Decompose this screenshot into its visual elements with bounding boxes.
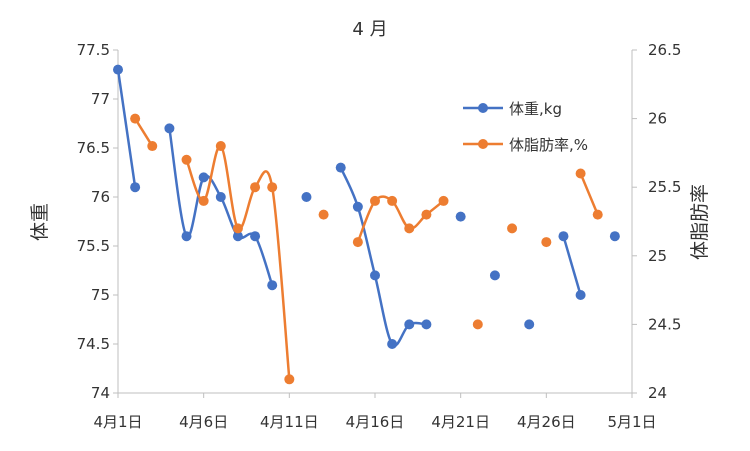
- data-point: [438, 195, 449, 206]
- data-point: [215, 141, 226, 152]
- legend: 体重,kg 体脂肪率,%: [463, 100, 588, 154]
- x-tick-label: 4月26日: [517, 413, 576, 431]
- data-point: [370, 195, 380, 206]
- data-point: [232, 223, 243, 234]
- data-point: [284, 374, 295, 385]
- y-tick-label: 75: [91, 286, 110, 304]
- data-point: [335, 162, 346, 173]
- x-tick-labels: 4月1日 4月6日 4月11日 4月16日 4月21日 4月26日 5月1日: [93, 393, 657, 431]
- data-point: [541, 237, 552, 248]
- data-point: [609, 231, 620, 242]
- data-point: [370, 270, 380, 281]
- data-point: [267, 280, 278, 291]
- data-point: [387, 339, 398, 349]
- y-tick-label: 77: [91, 90, 110, 108]
- data-point: [592, 209, 603, 220]
- data-point: [352, 201, 363, 212]
- y2-tick-label: 24.5: [648, 315, 681, 333]
- x-tick-label: 4月1日: [93, 413, 142, 431]
- data-point: [352, 237, 363, 248]
- data-point: [455, 211, 466, 222]
- x-tick-label: 4月11日: [260, 413, 319, 431]
- data-point: [472, 319, 483, 330]
- data-point: [404, 319, 415, 330]
- data-point: [113, 64, 123, 75]
- data-point: [507, 223, 518, 234]
- y-tick-label: 75.5: [77, 237, 110, 255]
- data-point: [489, 270, 500, 281]
- series-line: [116, 69, 137, 188]
- data-point: [181, 231, 192, 242]
- plot-area: [113, 64, 620, 385]
- series-line: [168, 128, 274, 286]
- x-tick-label: 4月6日: [179, 413, 228, 431]
- y-tick-label: 74: [91, 384, 110, 402]
- data-point: [421, 319, 432, 330]
- x-tick-label: 5月1日: [607, 413, 656, 431]
- y-tick-label: 77.5: [77, 41, 110, 59]
- x-tick-label: 4月21日: [431, 413, 490, 431]
- data-point: [267, 182, 278, 193]
- data-point: [181, 154, 192, 165]
- series-line: [339, 167, 427, 347]
- legend-marker: [478, 103, 488, 113]
- y2-tick-label: 26.5: [648, 41, 681, 59]
- y-tick-labels: 74 74.5 75 75.5 76 76.5 77 77.5: [77, 41, 118, 402]
- chart-title: 4 月: [352, 19, 387, 40]
- data-point: [575, 168, 586, 179]
- y2-tick-label: 24: [648, 384, 667, 402]
- data-point: [198, 172, 209, 183]
- data-point: [147, 141, 158, 152]
- y2-tick-label: 25.5: [648, 178, 681, 196]
- y-tick-label: 76.5: [77, 139, 110, 157]
- data-point: [318, 209, 329, 220]
- legend-label: 体脂肪率,%: [509, 136, 588, 154]
- data-point: [164, 123, 175, 134]
- data-point: [130, 113, 141, 124]
- y-axis-title: 体重: [29, 203, 51, 241]
- data-point: [558, 231, 569, 242]
- y2-tick-labels: 24 24.5 25 25.5 26 26.5: [632, 41, 681, 402]
- series-line: [562, 235, 582, 296]
- data-point: [301, 192, 312, 202]
- y2-axis-title: 体脂肪率: [689, 184, 711, 260]
- y2-tick-label: 25: [648, 247, 667, 265]
- data-point: [232, 231, 243, 242]
- x-tick-label: 4月16日: [346, 413, 405, 431]
- data-point: [198, 195, 209, 206]
- y-tick-label: 74.5: [77, 335, 110, 353]
- data-point: [130, 182, 141, 193]
- legend-marker: [478, 139, 488, 149]
- data-point: [250, 182, 261, 193]
- y2-tick-label: 26: [648, 110, 667, 128]
- series-line: [579, 172, 599, 216]
- data-point: [387, 195, 398, 206]
- data-point: [575, 290, 586, 300]
- data-point: [524, 319, 535, 330]
- data-point: [250, 231, 261, 242]
- y-tick-label: 76: [91, 188, 110, 206]
- data-point: [404, 223, 415, 234]
- series-1: [113, 64, 620, 349]
- data-point: [215, 192, 226, 202]
- series-2: [130, 113, 603, 385]
- legend-label: 体重,kg: [509, 100, 562, 118]
- data-point: [421, 209, 432, 220]
